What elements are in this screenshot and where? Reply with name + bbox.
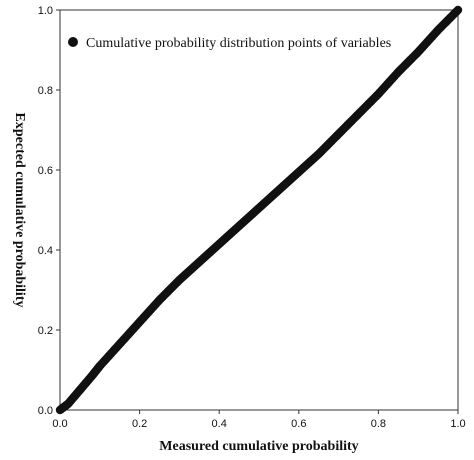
x-tick-label: 0.6 — [291, 418, 306, 430]
x-axis-title: Measured cumulative probability — [159, 439, 358, 454]
x-tick-label: 0.8 — [371, 418, 386, 430]
x-tick-label: 0.2 — [132, 418, 147, 430]
y-axis-title: Expected cumulative probability — [12, 113, 27, 308]
ticks-layer: 0.0 0.2 0.4 0.6 0.8 1.0 0.0 0.2 0.4 0.6 0.8 1.0 — [38, 5, 466, 430]
y-tick-label: 0.0 — [38, 405, 53, 417]
y-tick-label: 0.6 — [38, 165, 53, 177]
y-tick-label: 0.2 — [38, 325, 53, 337]
legend: Cumulative probability distribution poin… — [68, 36, 391, 51]
x-tick-label: 0.0 — [52, 418, 67, 430]
marks-layer — [55, 5, 463, 415]
legend-label: Cumulative probability distribution poin… — [86, 36, 391, 51]
x-tick-label: 0.4 — [212, 418, 227, 430]
legend-marker — [68, 37, 78, 47]
y-tick-label: 1.0 — [38, 5, 53, 17]
y-tick-label: 0.8 — [38, 85, 53, 97]
x-tick-label: 1.0 — [450, 418, 465, 430]
y-tick-label: 0.4 — [38, 245, 53, 257]
data-point — [453, 5, 463, 15]
